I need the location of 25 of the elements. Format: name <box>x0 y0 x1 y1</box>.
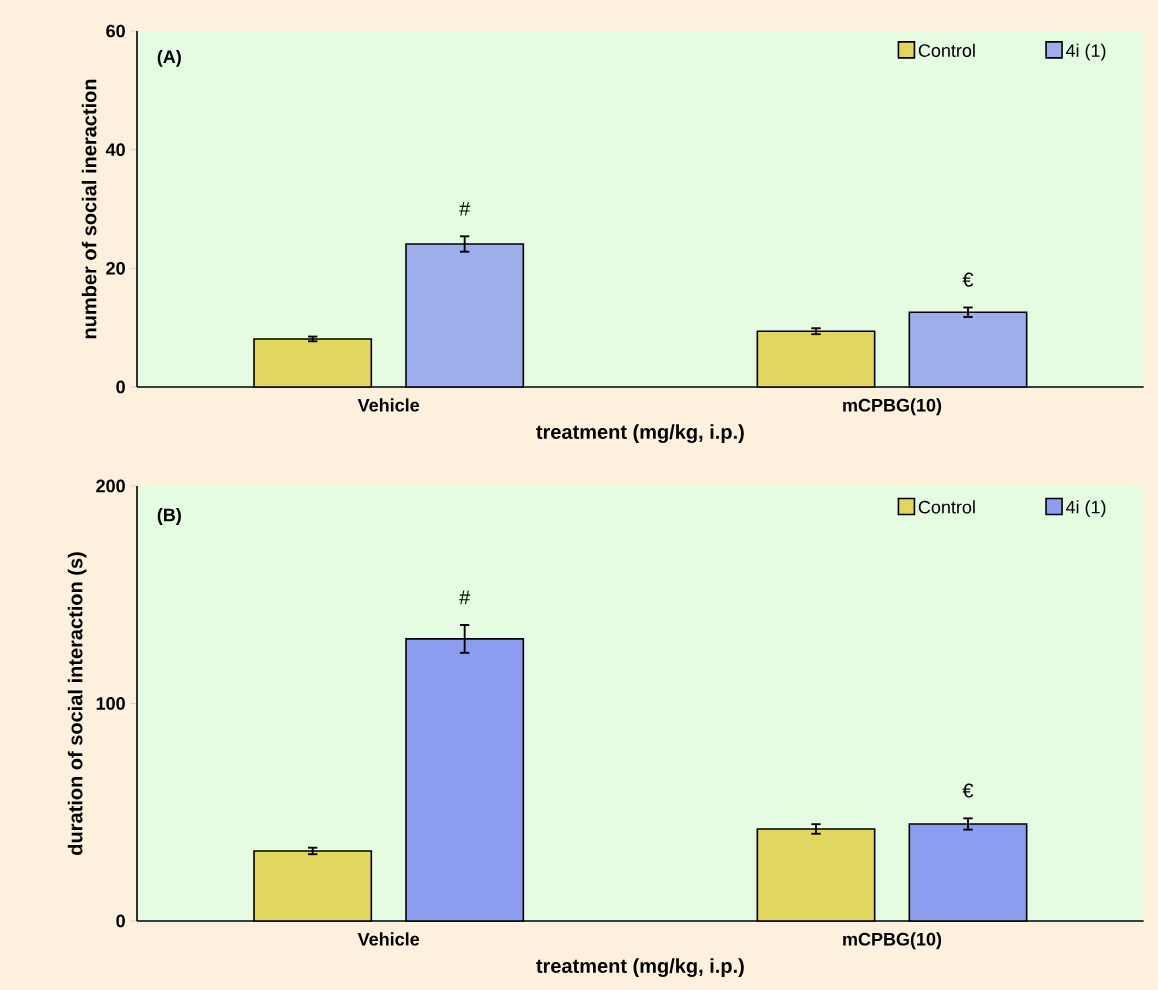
annotation: # <box>459 590 471 605</box>
y-tick-label: 0 <box>116 380 125 394</box>
annotation: # <box>459 201 471 216</box>
x-tick-label: Vehicle <box>357 932 420 946</box>
y-tick-label: 60 <box>106 24 125 38</box>
legend-label: 4i (1) <box>1065 43 1106 61</box>
text: (A) <box>157 49 181 67</box>
text: (B) <box>157 508 181 525</box>
x-tick-label: mCPBG(10) <box>843 932 942 950</box>
annotation: € <box>962 783 974 798</box>
y-axis-title: number of social ineraction <box>81 79 97 339</box>
legend-label: 4i (1) <box>1065 500 1106 518</box>
y-axis-title: duration of social interaction (s) <box>67 552 87 855</box>
legend-label: Control <box>918 500 975 514</box>
y-tick-label: 200 <box>96 479 125 493</box>
y-tick-label: 20 <box>106 261 125 275</box>
annotation: € <box>962 272 974 287</box>
y-tick-label: 40 <box>105 143 125 157</box>
x-tick-label: Vehicle <box>357 398 420 412</box>
legend-label: Control <box>918 43 975 57</box>
y-tick-label: 100 <box>96 697 125 710</box>
x-axis-title: treatment (mg/kg, i.p.) <box>536 424 744 444</box>
y-tick-label: 0 <box>116 914 125 928</box>
x-tick-label: mCPBG(10) <box>843 398 942 416</box>
x-axis-title: treatment (mg/kg, i.p.) <box>536 958 744 978</box>
